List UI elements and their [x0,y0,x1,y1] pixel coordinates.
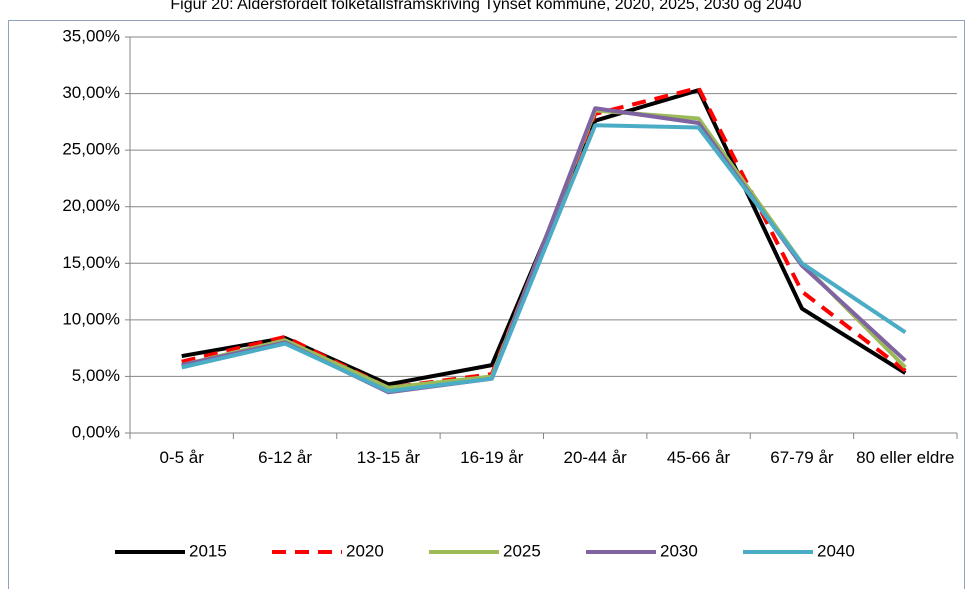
legend-label: 2040 [817,541,855,560]
y-tick-label: 25,00% [62,140,120,159]
legend-label: 2025 [503,541,541,560]
y-tick-label: 10,00% [62,309,120,328]
y-tick-label: 35,00% [62,26,120,45]
legend-label: 2015 [189,541,227,560]
y-tick-label: 15,00% [62,253,120,272]
legend-label: 2020 [346,541,384,560]
x-tick-label: 13-15 år [356,448,421,467]
chart-frame [8,20,965,589]
x-tick-label: 0-5 år [159,448,204,467]
legend-label: 2030 [660,541,698,560]
x-tick-label: 6-12 år [258,448,312,467]
series-line [181,123,907,394]
x-tick-label: 45-66 år [666,448,731,467]
x-tick-label: 20-44 år [563,448,627,467]
y-tick-label: 20,00% [62,196,120,215]
y-tick-label: 0,00% [72,422,120,441]
y-tick-label: 5,00% [72,366,120,385]
x-tick-label: 80 eller eldre [856,448,955,467]
y-tick-label: 30,00% [62,83,120,102]
x-tick-label: 67-79 år [770,448,834,467]
chart-title: Figur 20: Aldersfordelt folketallsframsk… [170,0,801,13]
x-tick-label: 16-19 år [460,448,524,467]
